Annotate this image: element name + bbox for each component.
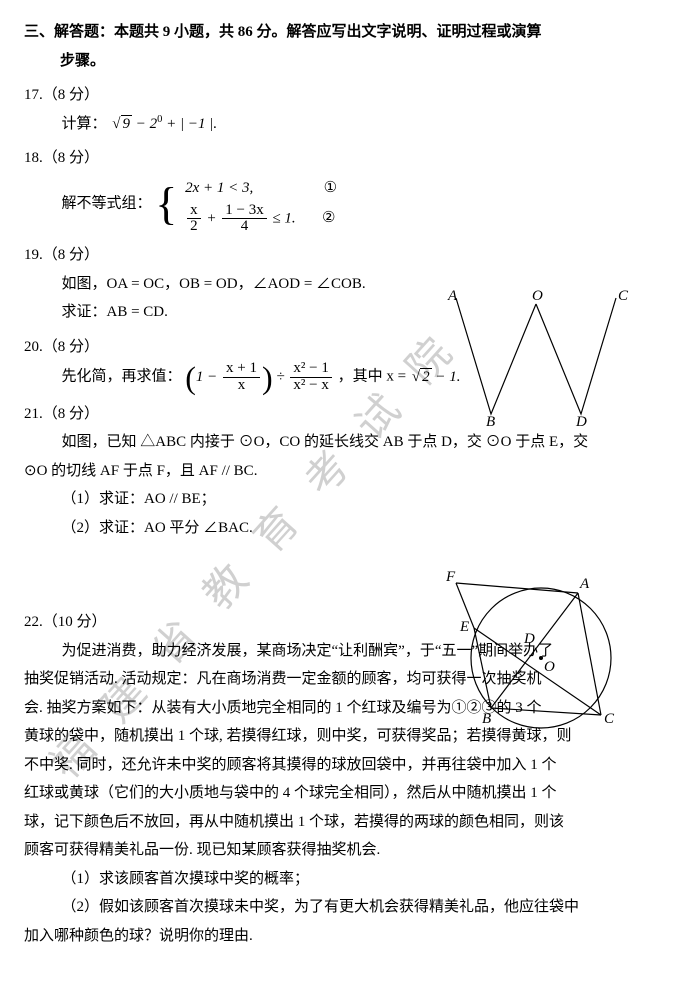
q20-mid: ，其中 x = xyxy=(338,369,410,385)
q20-f1-den: x xyxy=(223,378,260,394)
q18-plus: + xyxy=(203,210,221,226)
fig21-E: E xyxy=(459,619,469,635)
q22-p8: 顾客可获得精美礼品一份. 现已知某顾客获得抽奖机会. xyxy=(24,836,666,865)
q21-sub2: （2）求证：AO 平分 ∠BAC. xyxy=(24,514,666,543)
fig19-A: A xyxy=(447,288,458,304)
q18-f2-num: 1 − 3x xyxy=(222,203,266,220)
q18-row1-lhs: 2x + 1 < 3, xyxy=(185,180,253,196)
fig19-D: D xyxy=(575,414,587,426)
q18-head: 18.（8 分） xyxy=(24,144,666,173)
q17-rest-b: + | −1 |. xyxy=(162,116,217,132)
q17-body: 计算： √9 − 20 + | −1 |. xyxy=(24,110,666,139)
section-header-line1: 三、解答题：本题共 9 小题，共 86 分。解答应写出文字说明、证明过程或演算 xyxy=(24,18,666,47)
q21-sub1: （1）求证：AO // BE； xyxy=(24,485,666,514)
q22-sub2: （2）假如该顾客首次摸球未中奖，为了有更大机会获得精美礼品，他应往袋中 xyxy=(24,893,666,922)
q17-sqrt: 9 xyxy=(121,115,133,132)
q22-sub2b: 加入哪种颜色的球？说明你的理由. xyxy=(24,922,666,951)
q18-f2-den: 4 xyxy=(222,219,266,235)
section-header-line2: 步骤。 xyxy=(24,47,666,76)
q22-p6: 红球或黄球（它们的大小质地与袋中的 4 个球完全相同），然后从中随机摸出 1 个 xyxy=(24,779,666,808)
fig21-B: B xyxy=(482,711,491,727)
q18-row2-tail: ≤ 1. xyxy=(269,210,296,226)
q19-figure: A O C B D xyxy=(436,286,636,426)
fig19-C: C xyxy=(618,288,629,304)
fig21-F: F xyxy=(446,569,456,585)
fig21-C: C xyxy=(604,711,615,727)
q17-prefix: 计算： xyxy=(62,116,107,132)
fig19-O: O xyxy=(532,288,543,304)
q21-line1: 如图，已知 △ABC 内接于 ⊙O，CO 的延长线交 AB 于点 D，交 ⊙O … xyxy=(24,428,666,457)
q22-p7: 球，记下颜色后不放回，再从中随机摸出 1 个球，若摸得的两球的颜色相同，则该 xyxy=(24,808,666,837)
q20-f2-num: x² − 1 xyxy=(290,361,331,378)
q19-head: 19.（8 分） xyxy=(24,241,666,270)
q20-prefix: 先化简，再求值： xyxy=(62,369,182,385)
q18-f1-num: x xyxy=(187,203,201,220)
q17-rest-a: − 2 xyxy=(132,116,157,132)
q21-line2: ⊙O 的切线 AF 于点 F，且 AF // BC. xyxy=(24,457,666,486)
q20-one: 1 − xyxy=(196,369,221,385)
q22-sub1: （1）求该顾客首次摸球中奖的概率； xyxy=(24,865,666,894)
q17-head: 17.（8 分） xyxy=(24,81,666,110)
q18-prefix: 解不等式组： xyxy=(62,195,152,211)
q22-p5: 不中奖. 同时，还允许未中奖的顾客将其摸得的球放回袋中，并再往袋中加入 1 个 xyxy=(24,751,666,780)
q18-body: 解不等式组： { 2x + 1 < 3, ① x2 + 1 − 3x4 ≤ 1.… xyxy=(24,173,666,236)
q20-div: ÷ xyxy=(273,369,289,385)
q20-f2-den: x² − x xyxy=(290,378,331,394)
fig21-O: O xyxy=(544,659,555,675)
q20-f1-num: x + 1 xyxy=(223,361,260,378)
page-content: 三、解答题：本题共 9 小题，共 86 分。解答应写出文字说明、证明过程或演算 … xyxy=(24,18,666,950)
q18-f1-den: 2 xyxy=(187,219,201,235)
q20-sqrt: 2 xyxy=(420,368,432,385)
fig21-D: D xyxy=(523,631,535,647)
fig21-A: A xyxy=(579,576,590,592)
q18-row2-tag: ② xyxy=(299,203,335,233)
fig19-B: B xyxy=(486,414,495,426)
q21-figure: F A E D O B C xyxy=(446,563,626,738)
q18-row1-tag: ① xyxy=(257,173,337,203)
